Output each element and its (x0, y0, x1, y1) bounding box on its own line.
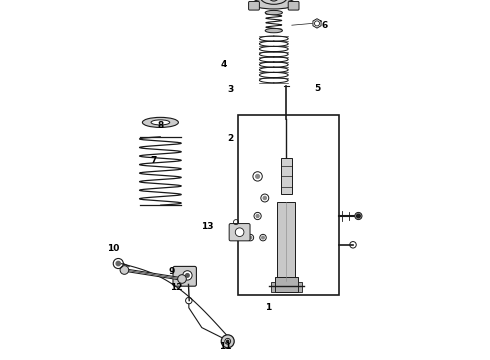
Ellipse shape (265, 10, 282, 15)
Bar (277, 202, 295, 281)
Circle shape (221, 335, 234, 348)
Bar (281, 158, 292, 194)
Text: 1: 1 (265, 303, 271, 312)
Bar (271, 282, 275, 292)
Text: 7: 7 (150, 156, 156, 165)
Circle shape (120, 266, 129, 274)
Ellipse shape (260, 0, 287, 4)
Circle shape (178, 275, 186, 283)
Circle shape (183, 271, 192, 280)
Text: 5: 5 (314, 84, 320, 93)
Text: 10: 10 (107, 244, 120, 253)
FancyBboxPatch shape (248, 1, 259, 10)
Circle shape (186, 274, 189, 277)
Ellipse shape (265, 28, 282, 33)
Text: 12: 12 (171, 284, 183, 292)
Text: 13: 13 (201, 222, 214, 231)
Bar (275, 277, 298, 292)
FancyBboxPatch shape (288, 1, 299, 10)
Circle shape (227, 340, 229, 342)
Ellipse shape (143, 117, 178, 127)
Text: 4: 4 (220, 60, 226, 69)
Circle shape (116, 261, 121, 266)
FancyBboxPatch shape (229, 224, 250, 241)
Text: 8: 8 (157, 122, 164, 130)
Text: 3: 3 (227, 85, 234, 94)
Text: 9: 9 (168, 267, 174, 276)
Ellipse shape (252, 0, 295, 9)
FancyBboxPatch shape (173, 266, 196, 286)
Circle shape (262, 236, 264, 239)
Text: 11: 11 (219, 342, 231, 351)
Ellipse shape (151, 120, 170, 125)
Circle shape (249, 236, 252, 239)
Text: 2: 2 (227, 134, 234, 143)
Circle shape (256, 215, 259, 217)
Bar (238, 115, 339, 295)
Circle shape (269, 0, 279, 1)
Text: 6: 6 (321, 21, 327, 30)
Circle shape (225, 338, 231, 344)
Circle shape (263, 197, 267, 199)
Circle shape (235, 228, 244, 237)
Circle shape (355, 212, 362, 220)
Circle shape (357, 214, 360, 218)
Circle shape (256, 175, 260, 178)
Bar (298, 282, 302, 292)
